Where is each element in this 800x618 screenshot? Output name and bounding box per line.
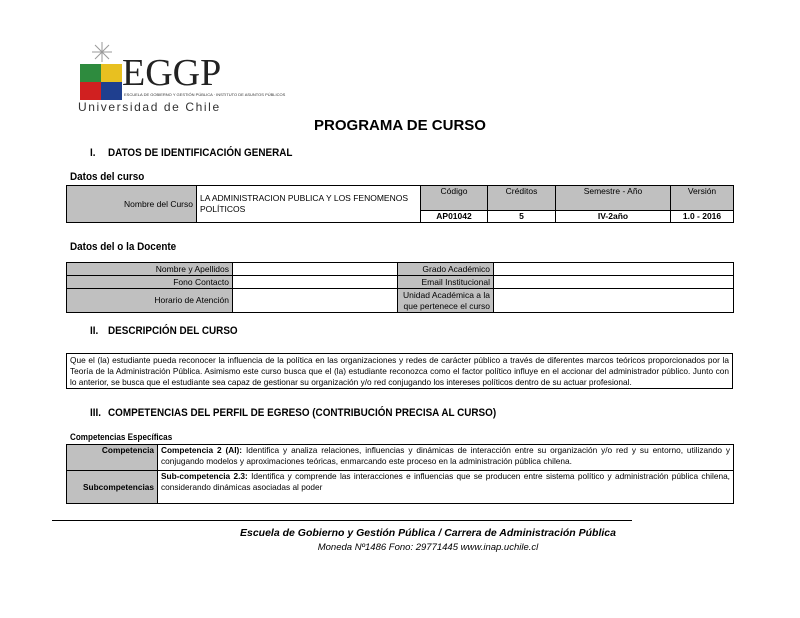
course-table: Nombre del Curso LA ADMINISTRACION PUBLI…: [66, 185, 734, 223]
teacher-table: Nombre y Apellidos Grado Académico Fono C…: [66, 262, 734, 313]
course-description: Que el (la) estudiante pueda reconocer l…: [66, 353, 733, 389]
subcompetencia-label: Subcompetencias: [66, 470, 158, 504]
section-title: COMPETENCIAS DEL PERFIL DE EGRESO (CONTR…: [108, 407, 497, 419]
page-title: PROGRAMA DE CURSO: [314, 117, 486, 134]
subsection-heading: Datos del curso: [70, 171, 145, 183]
course-name-value: LA ADMINISTRACION PUBLICA Y LOS FENOMENO…: [196, 185, 421, 223]
footer-contact: Moneda Nº1486 Fono: 29771445 www.inap.uc…: [317, 542, 539, 553]
section-title: DATOS DE IDENTIFICACIÓN GENERAL: [108, 147, 293, 159]
email-field[interactable]: [493, 275, 734, 289]
horario-field[interactable]: [232, 288, 398, 313]
logo-text: EGGP: [122, 52, 222, 94]
label-unidad: Unidad Académica a la que pertenece el c…: [397, 288, 494, 313]
section-number: II.: [90, 325, 99, 337]
label-horario: Horario de Atención: [66, 288, 233, 313]
subcompetencia-title: Sub-competencia 2.3:: [161, 471, 248, 481]
competencia-text: Competencia 2 (AI): Identifica y analiza…: [157, 444, 734, 471]
footer-divider: [52, 520, 632, 521]
competencia-description: Identifica y analiza relaciones, influen…: [161, 445, 730, 466]
header-creditos: Créditos: [487, 185, 556, 211]
competencies-table: Competencia Competencia 2 (AI): Identifi…: [66, 444, 734, 504]
competencia-title: Competencia 2 (AI):: [161, 445, 243, 455]
grado-field[interactable]: [493, 262, 734, 276]
logo-university: Universidad de Chile: [78, 100, 221, 114]
subcompetencia-description: Identifica y comprende las interacciones…: [161, 471, 730, 492]
section-number: I.: [90, 147, 96, 159]
fono-field[interactable]: [232, 275, 398, 289]
course-name-label: Nombre del Curso: [66, 185, 197, 223]
label-nombre: Nombre y Apellidos: [66, 262, 233, 276]
subsection-heading: Datos del o la Docente: [70, 241, 177, 253]
unidad-field[interactable]: [493, 288, 734, 313]
label-grado: Grado Académico: [397, 262, 494, 276]
subcompetencia-text: Sub-competencia 2.3: Identifica y compre…: [157, 470, 734, 504]
section-number: III.: [90, 407, 102, 419]
section-title: DESCRIPCIÓN DEL CURSO: [108, 325, 238, 337]
footer-institution: Escuela de Gobierno y Gestión Pública / …: [240, 527, 616, 539]
value-creditos: 5: [487, 210, 556, 223]
value-codigo: AP01042: [420, 210, 488, 223]
nombre-field[interactable]: [232, 262, 398, 276]
header-semestre: Semestre - Año: [555, 185, 671, 211]
header-version: Versión: [670, 185, 734, 211]
value-semestre: IV-2año: [555, 210, 671, 223]
value-version: 1.0 - 2016: [670, 210, 734, 223]
header-codigo: Código: [420, 185, 488, 211]
label-email: Email Institucional: [397, 275, 494, 289]
logo-subtitle: ESCUELA DE GOBIERNO Y GESTIÓN PÚBLICA · …: [124, 92, 286, 97]
competencia-label: Competencia: [66, 444, 158, 471]
logo: EGGP ESCUELA DE GOBIERNO Y GESTIÓN PÚBLI…: [78, 40, 285, 114]
label-fono: Fono Contacto: [66, 275, 233, 289]
university-crest-icon: [80, 42, 122, 100]
subsection-heading: Competencias Específicas: [70, 432, 173, 442]
